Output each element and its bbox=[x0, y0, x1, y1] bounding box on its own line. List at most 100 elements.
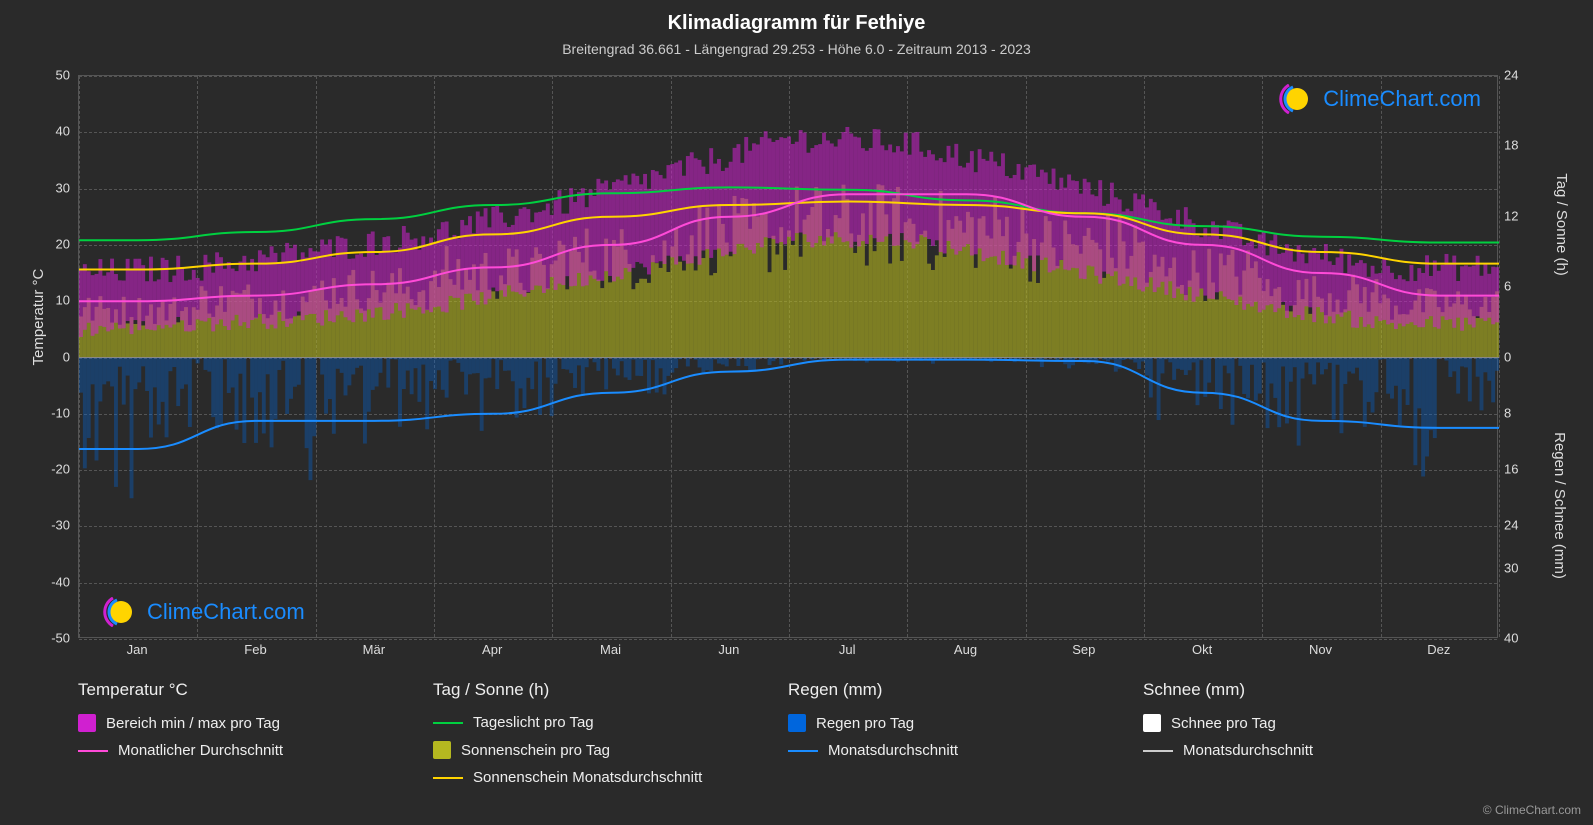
temp-range-bar bbox=[1347, 254, 1351, 310]
rain-bar bbox=[635, 358, 639, 376]
rain-bar bbox=[1040, 358, 1044, 368]
temp-range-bar bbox=[250, 259, 254, 320]
rain-bar bbox=[1168, 358, 1172, 363]
rain-bar bbox=[1320, 358, 1324, 375]
temp-range-bar bbox=[262, 255, 266, 324]
temp-range-bar bbox=[1483, 263, 1487, 321]
temp-range-bar bbox=[1417, 268, 1421, 327]
temp-range-bar bbox=[748, 151, 752, 250]
temp-range-bar bbox=[713, 164, 717, 250]
legend-item: Regen pro Tag bbox=[788, 714, 1123, 732]
sunshine-bar bbox=[779, 227, 783, 357]
legend-swatch bbox=[788, 714, 806, 732]
temp-range-bar bbox=[1320, 260, 1324, 313]
temp-range-bar bbox=[593, 196, 597, 279]
temp-range-bar bbox=[1371, 266, 1375, 328]
sunshine-bar bbox=[491, 291, 495, 357]
temp-range-bar bbox=[721, 171, 725, 256]
temp-range-bar bbox=[367, 234, 371, 309]
rain-bar bbox=[1343, 358, 1347, 384]
temp-range-bar bbox=[888, 144, 892, 233]
temp-range-bar bbox=[277, 263, 281, 312]
temp-range-bar bbox=[1083, 179, 1087, 279]
temp-range-bar bbox=[347, 259, 351, 321]
temp-range-bar bbox=[382, 237, 386, 320]
temp-range-bar bbox=[608, 190, 612, 276]
rain-bar bbox=[484, 358, 488, 379]
rain-bar bbox=[262, 358, 266, 434]
rain-bar bbox=[207, 358, 211, 372]
rain-bar bbox=[145, 358, 149, 391]
rain-bar bbox=[1394, 358, 1398, 386]
temp-range-bar bbox=[799, 130, 803, 232]
temp-range-bar bbox=[1336, 257, 1340, 314]
sunshine-bar bbox=[666, 272, 670, 358]
temp-range-bar bbox=[484, 208, 488, 304]
temp-range-bar bbox=[974, 172, 978, 254]
temp-range-bar bbox=[1059, 178, 1063, 260]
sunshine-bar bbox=[207, 314, 211, 358]
temp-range-bar bbox=[1304, 263, 1308, 306]
legend-label: Bereich min / max pro Tag bbox=[106, 715, 280, 732]
legend-item: Monatsdurchschnitt bbox=[788, 742, 1123, 759]
sunshine-bar bbox=[289, 318, 293, 357]
temp-range-bar bbox=[519, 209, 523, 295]
temp-range-bar bbox=[235, 271, 239, 315]
sunshine-bar bbox=[1001, 236, 1005, 357]
rain-bar bbox=[1172, 358, 1176, 380]
temp-range-bar bbox=[297, 262, 301, 311]
rain-bar bbox=[663, 358, 667, 395]
sunshine-bar bbox=[670, 246, 674, 357]
sunshine-bar bbox=[822, 241, 826, 357]
rain-bar bbox=[95, 358, 99, 461]
legend-label: Monatlicher Durchschnitt bbox=[118, 742, 283, 759]
legend-swatch bbox=[78, 750, 108, 752]
rain-bar bbox=[569, 358, 573, 374]
temp-range-bar bbox=[1044, 172, 1048, 257]
temp-range-bar bbox=[491, 207, 495, 288]
rain-bar bbox=[1180, 358, 1184, 370]
temp-range-bar bbox=[756, 144, 760, 243]
temp-range-bar bbox=[1227, 221, 1231, 300]
sunshine-bar bbox=[133, 324, 137, 358]
rain-bar bbox=[239, 358, 243, 374]
rain-bar bbox=[102, 358, 106, 385]
rain-bar bbox=[1184, 358, 1188, 376]
x-axis: JanFebMärAprMaiJunJulAugSepOktNovDez bbox=[78, 642, 1498, 667]
sunshine-bar bbox=[1149, 272, 1153, 358]
temp-range-bar bbox=[402, 226, 406, 318]
temp-range-bar bbox=[1324, 244, 1328, 323]
temp-range-bar bbox=[612, 182, 616, 281]
rain-bar bbox=[122, 358, 126, 405]
rain-bar bbox=[1262, 358, 1266, 363]
temp-range-bar bbox=[558, 190, 562, 283]
rain-bar bbox=[596, 358, 600, 371]
temp-range-bar bbox=[1102, 206, 1106, 272]
temp-range-bar bbox=[452, 235, 456, 298]
temp-range-bar bbox=[293, 245, 297, 317]
rain-bar bbox=[1254, 358, 1258, 401]
temp-range-bar bbox=[468, 216, 472, 294]
chart-subtitle: Breitengrad 36.661 - Längengrad 29.253 -… bbox=[0, 35, 1593, 57]
rain-bar bbox=[1495, 358, 1499, 371]
rain-bar bbox=[1067, 358, 1071, 369]
temp-range-bar bbox=[180, 267, 184, 320]
temp-range-bar bbox=[908, 155, 912, 243]
temp-range-bar bbox=[371, 231, 375, 317]
rain-bar bbox=[1328, 358, 1332, 363]
rain-bar bbox=[628, 358, 632, 380]
temp-range-bar bbox=[838, 139, 842, 237]
rain-bar bbox=[289, 358, 293, 399]
rain-bar bbox=[768, 358, 772, 366]
y-right-tick: 6 bbox=[1504, 279, 1511, 294]
rain-bar bbox=[534, 358, 538, 362]
sunshine-bar bbox=[1184, 295, 1188, 357]
temp-range-bar bbox=[141, 265, 145, 321]
rain-bar bbox=[1215, 358, 1219, 393]
temp-range-bar bbox=[966, 163, 970, 244]
sunshine-bar bbox=[775, 255, 779, 358]
y-left-tick: 20 bbox=[56, 236, 70, 251]
rain-bar bbox=[748, 358, 752, 371]
sunshine-bar bbox=[1215, 300, 1219, 358]
sunshine-bar bbox=[126, 323, 130, 357]
